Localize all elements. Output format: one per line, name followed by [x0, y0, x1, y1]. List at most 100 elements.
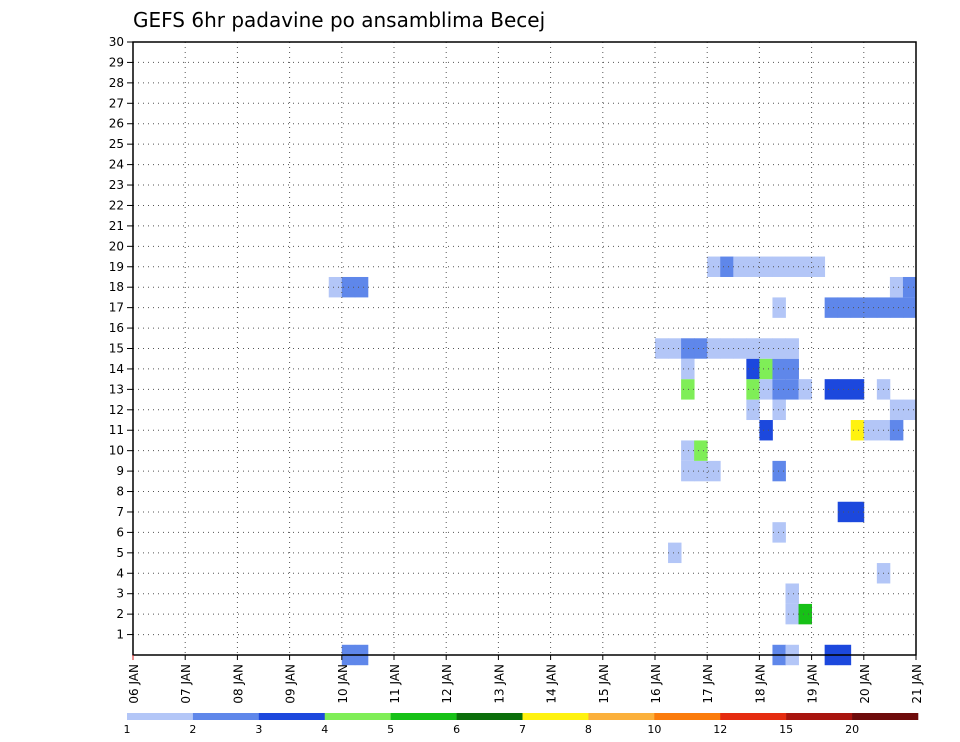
y-tick-label: 1: [116, 628, 124, 642]
precip-cell: [850, 379, 865, 400]
precip-cell: [759, 358, 773, 380]
colorbar-swatch: [522, 713, 589, 720]
grid-lines: [133, 41, 916, 655]
y-tick-label: 14: [109, 362, 124, 376]
precip-cell: [837, 297, 852, 318]
precip-cell: [798, 256, 812, 277]
x-tick-label: 10 JAN: [336, 664, 350, 704]
precip-cell: [772, 460, 786, 482]
heatmap-cells: [328, 256, 917, 666]
precip-cell: [772, 256, 786, 277]
colorbar-label: 7: [519, 723, 526, 736]
precip-cell: [785, 583, 799, 604]
precip-cell: [694, 338, 708, 359]
x-tick-label: 06 JAN: [127, 664, 141, 704]
y-tick-label: 3: [116, 587, 124, 601]
precip-cell: [720, 256, 734, 277]
colorbar-swatch: [456, 713, 523, 720]
precip-cell: [328, 276, 343, 298]
precip-cell: [720, 338, 734, 359]
colorbar-label: 15: [779, 723, 793, 736]
precip-cell: [889, 420, 904, 441]
x-axis-ticks: 06 JAN 07 JAN 08 JAN 09 JAN 10 JAN 11 JAN 12 J…: [127, 655, 924, 704]
y-tick-label: 11: [109, 423, 124, 437]
x-tick-label: 12 JAN: [440, 664, 454, 704]
colorbar-swatch: [390, 713, 457, 720]
precip-cell: [759, 256, 773, 277]
x-tick-label: 15 JAN: [597, 664, 611, 704]
colorbar-swatch: [786, 713, 853, 720]
y-tick-label: 25: [109, 137, 124, 151]
colorbar-label: 6: [453, 723, 460, 736]
y-tick-label: 6: [116, 525, 124, 539]
x-tick-label: 16 JAN: [649, 664, 663, 704]
precip-cell: [824, 379, 839, 400]
colorbar-swatch: [588, 713, 655, 720]
y-tick-label: 8: [116, 485, 124, 499]
y-axis-ticks: 1234567891011121314151617181920212223242…: [109, 35, 133, 642]
colorbar-label: 10: [647, 723, 661, 736]
chart-title: GEFS 6hr padavine po ansamblima Becej: [133, 8, 545, 32]
precip-cell: [850, 420, 865, 441]
y-tick-label: 12: [109, 403, 124, 417]
y-tick-label: 26: [109, 117, 124, 131]
precip-cell: [681, 358, 695, 380]
precip-cell: [889, 297, 904, 318]
x-tick-label: 14 JAN: [545, 664, 559, 704]
precip-cell: [772, 358, 786, 380]
precip-cell: [681, 338, 695, 359]
precip-cell: [681, 460, 695, 482]
y-tick-label: 28: [109, 76, 124, 90]
x-tick-label: 17 JAN: [701, 664, 715, 704]
x-tick-label: 20 JAN: [858, 664, 872, 704]
x-tick-label: 21 JAN: [910, 664, 924, 704]
precip-cell: [798, 379, 812, 400]
precip-cell: [759, 379, 773, 400]
x-tick-label: 09 JAN: [284, 664, 298, 704]
precip-cell: [837, 379, 852, 400]
colorbar-swatch: [258, 713, 326, 720]
colorbar-swatch: [720, 713, 787, 720]
colorbar-label: 4: [321, 723, 328, 736]
precip-cell: [694, 460, 708, 482]
precip-cell: [694, 440, 708, 461]
x-tick-label: 13 JAN: [492, 664, 506, 704]
y-tick-label: 13: [109, 382, 124, 396]
precip-cell: [785, 358, 799, 380]
precip-cell: [759, 420, 773, 441]
colorbar-label: 8: [585, 723, 592, 736]
y-tick-label: 9: [116, 464, 124, 478]
precip-cell: [772, 297, 786, 318]
y-tick-label: 5: [116, 546, 124, 560]
precip-cell: [824, 297, 839, 318]
precip-cell: [681, 379, 695, 400]
precip-cell: [850, 297, 865, 318]
precip-cell: [837, 501, 852, 523]
precip-cell: [889, 399, 904, 421]
precip-cell: [798, 603, 812, 625]
precip-cell: [863, 297, 878, 318]
y-tick-label: 16: [109, 321, 124, 335]
y-tick-label: 15: [109, 342, 124, 356]
colorbar-swatch: [852, 713, 919, 720]
precip-cell: [902, 399, 917, 421]
y-tick-label: 10: [109, 444, 124, 458]
precip-cell: [902, 297, 917, 318]
y-tick-label: 24: [109, 158, 124, 172]
x-tick-label: 07 JAN: [179, 664, 193, 704]
colorbar-label: 5: [387, 723, 394, 736]
y-tick-label: 2: [116, 607, 124, 621]
precip-cell: [733, 338, 747, 359]
y-tick-label: 20: [109, 239, 124, 253]
precip-cell: [785, 603, 799, 625]
colorbar-label: 2: [189, 723, 196, 736]
precip-cell: [668, 338, 682, 359]
precip-cell: [759, 338, 773, 359]
colorbar-label: 1: [124, 723, 131, 736]
precip-cell: [850, 501, 865, 523]
y-tick-label: 29: [109, 55, 124, 69]
x-tick-label: 11 JAN: [388, 664, 402, 704]
y-tick-label: 7: [116, 505, 124, 519]
precip-cell: [863, 420, 878, 441]
